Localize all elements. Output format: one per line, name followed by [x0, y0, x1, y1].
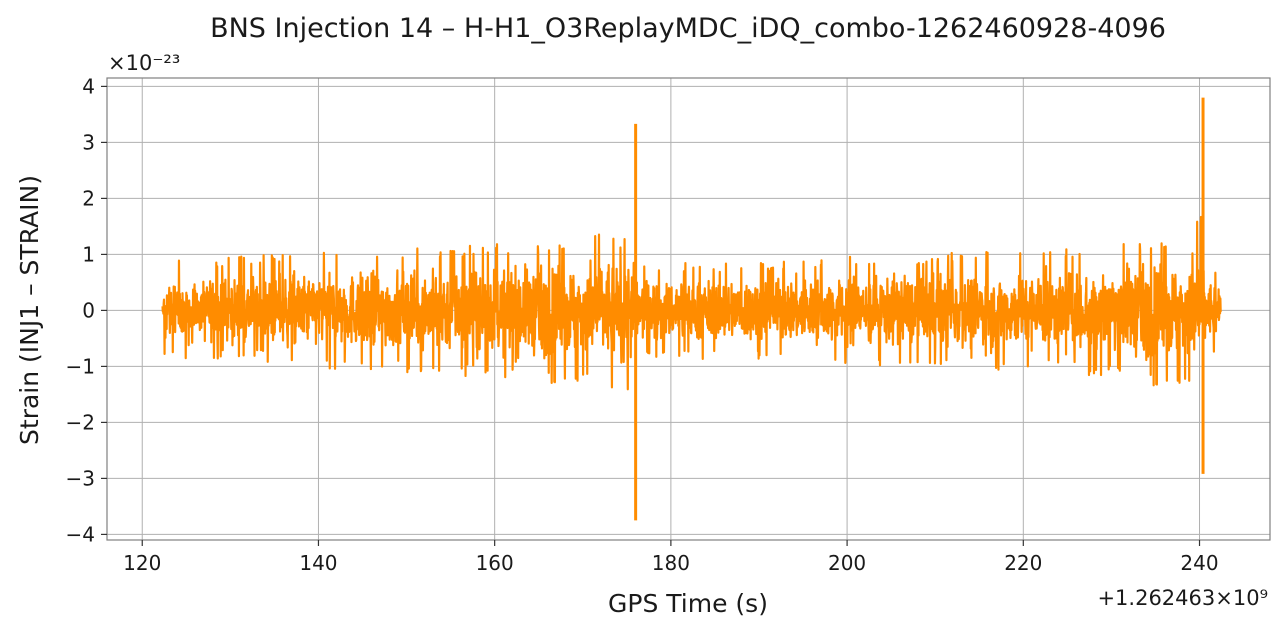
y-axis-label: Strain (INJ1 – STRAIN): [15, 175, 44, 445]
x-tick-label: 240: [1180, 551, 1218, 575]
y-tick-label: 4: [82, 74, 95, 98]
y-axis-ticks: −4 −3 −2 −1 0 1 2 3 4: [66, 74, 107, 546]
spike-marks: [634, 97, 1205, 521]
y-tick-label: 0: [82, 298, 95, 322]
y-tick-label: −1: [66, 354, 95, 378]
y-tick-label: 3: [82, 130, 95, 154]
x-tick-label: 140: [299, 551, 337, 575]
y-tick-label: 1: [82, 242, 95, 266]
chart-title: BNS Injection 14 – H-H1_O3ReplayMDC_iDQ_…: [210, 13, 1166, 44]
y-axis-scale-label: ×10⁻²³: [108, 51, 180, 75]
plot-area: [161, 97, 1222, 521]
x-tick-label: 220: [1004, 551, 1042, 575]
x-tick-label: 120: [123, 551, 161, 575]
x-tick-label: 180: [652, 551, 690, 575]
strain-series-line: [161, 215, 1222, 391]
x-axis-label: GPS Time (s): [608, 589, 768, 618]
y-tick-label: −3: [66, 466, 95, 490]
x-tick-label: 160: [476, 551, 514, 575]
y-tick-label: 2: [82, 186, 95, 210]
y-tick-label: −4: [66, 522, 95, 546]
y-tick-label: −2: [66, 410, 95, 434]
x-tick-label: 200: [828, 551, 866, 575]
plot-frame: [106, 77, 1271, 541]
x-axis-offset-label: +1.262463×10⁹: [1097, 586, 1268, 610]
x-axis-ticks: 120 140 160 180 200 220 240: [123, 540, 1219, 575]
